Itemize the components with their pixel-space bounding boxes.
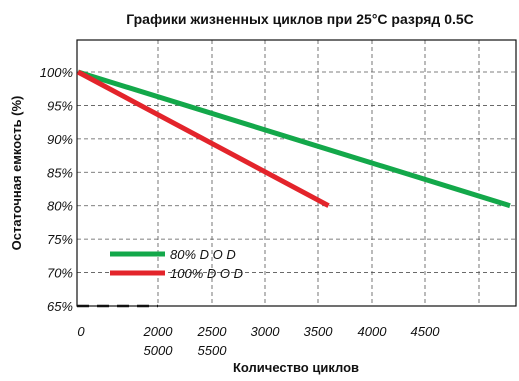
- x-axis-ticks: 0 2000 5000 2500 5500 3000 3500 4000 4500: [77, 324, 440, 358]
- y-axis-ticks: 100% 95% 90% 85% 80% 75% 70% 65%: [40, 65, 73, 314]
- x-tick-label: 3000: [251, 324, 281, 339]
- plot-frame: [76, 39, 517, 307]
- series-line-80-dod: [77, 69, 511, 209]
- chart-title: Графики жизненных циклов при 25°C разряд…: [126, 11, 474, 27]
- x-tick-label: 0: [77, 324, 85, 339]
- x-tick-label-secondary: 5000: [144, 343, 174, 358]
- series-line-100-dod: [76, 69, 330, 208]
- y-tick-label: 95%: [47, 98, 73, 113]
- y-tick-label: 75%: [47, 232, 73, 247]
- x-tick-label-secondary: 5500: [198, 343, 228, 358]
- x-tick-label: 4500: [411, 324, 441, 339]
- y-tick-label: 100%: [40, 65, 73, 80]
- y-tick-label: 70%: [47, 266, 73, 281]
- series-lines: [76, 69, 511, 209]
- legend: 80% D O D 100% D O D: [110, 247, 243, 281]
- x-tick-label: 3500: [304, 324, 334, 339]
- x-axis-title: Количество циклов: [233, 360, 359, 375]
- x-tick-label: 2500: [197, 324, 228, 339]
- y-tick-label: 80%: [47, 199, 73, 214]
- y-tick-label: 65%: [47, 299, 73, 314]
- x-tick-label: 2000: [143, 324, 174, 339]
- y-tick-label: 90%: [47, 132, 73, 147]
- y-tick-label: 85%: [47, 165, 73, 180]
- x-tick-label: 4000: [358, 324, 388, 339]
- legend-label-80-dod: 80% D O D: [170, 247, 236, 262]
- y-axis-title: Остаточная емкость (%): [9, 96, 24, 251]
- legend-label-100-dod: 100% D O D: [170, 266, 243, 281]
- grid-lines: [77, 40, 516, 306]
